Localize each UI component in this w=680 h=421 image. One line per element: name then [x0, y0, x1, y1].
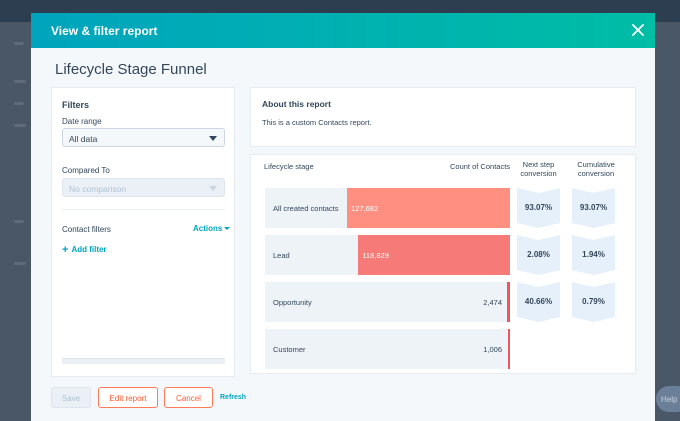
about-panel: About this report This is a custom Conta…: [250, 87, 636, 147]
next-step-conversion-badge: 93.07%: [517, 188, 560, 228]
help-button[interactable]: Help: [656, 386, 680, 412]
funnel-bar-value: 1,006: [483, 345, 502, 354]
add-filter-button[interactable]: + Add filter: [62, 244, 107, 256]
add-filter-label: Add filter: [71, 245, 107, 254]
save-button[interactable]: Save: [51, 387, 91, 408]
next-step-conversion-badge-value: 2.08%: [527, 250, 550, 259]
contact-filters-label: Contact filters: [62, 225, 111, 234]
cancel-button[interactable]: Cancel: [164, 387, 213, 408]
edit-report-button[interactable]: Edit report: [98, 387, 158, 408]
compared-to-label: Compared To: [62, 166, 110, 175]
funnel-chart: Lifecycle stage Count of Contacts Next s…: [250, 154, 636, 374]
chevron-down-icon: [209, 186, 217, 191]
header-cumulative-line1: Cumulative: [577, 160, 615, 169]
background-line: [14, 124, 26, 127]
about-title: About this report: [262, 99, 331, 109]
background-line: [14, 102, 24, 105]
funnel-bar: 127,682: [347, 188, 510, 228]
compared-to-select[interactable]: No comparison: [62, 178, 225, 197]
header-cumulative-line2: conversion: [577, 169, 615, 178]
date-range-label: Date range: [62, 117, 102, 126]
cumulative-conversion-badge-value: 93.07%: [579, 203, 608, 212]
funnel-row[interactable]: Lead 118,829: [265, 235, 510, 275]
about-text: This is a custom Contacts report.: [262, 118, 372, 127]
funnel-bar-value: 118,829: [362, 251, 389, 260]
next-step-conversion-badge: 2.08%: [517, 235, 560, 275]
view-filter-report-modal: View & filter report Lifecycle Stage Fun…: [31, 13, 655, 421]
next-step-conversion-badge-value: 40.66%: [524, 297, 553, 306]
funnel-bar: [506, 282, 510, 322]
background-line: [14, 42, 24, 45]
chevron-shape-icon: [572, 282, 615, 322]
filters-scroll-edge: [62, 358, 225, 364]
header-next-step-conversion: Next step conversion: [517, 160, 560, 178]
funnel-bar: 118,829: [358, 235, 510, 275]
cumulative-conversion-badge: 0.79%: [572, 282, 615, 322]
close-icon[interactable]: [631, 23, 645, 37]
next-step-conversion-badge: 40.66%: [517, 282, 560, 322]
chevron-down-icon: [224, 227, 231, 231]
funnel-row[interactable]: Customer 1,006: [265, 329, 510, 369]
cumulative-conversion-badge: 1.94%: [572, 235, 615, 275]
funnel-row[interactable]: All created contacts 127,682: [265, 188, 510, 228]
background-line: [14, 220, 24, 223]
cumulative-conversion-badge-value: 0.79%: [582, 297, 605, 306]
funnel-bar-value: 2,474: [483, 298, 502, 307]
modal-title: View & filter report: [51, 24, 158, 38]
filters-heading: Filters: [62, 100, 90, 110]
chevron-shape-icon: [517, 235, 560, 275]
chevron-shape-icon: [572, 188, 615, 228]
divider: [62, 209, 225, 210]
cumulative-conversion-badge: 93.07%: [572, 188, 615, 228]
funnel-bar: [508, 329, 510, 369]
plus-icon: +: [62, 244, 69, 256]
chevron-shape-icon: [517, 282, 560, 322]
header-count-of-contacts: Count of Contacts: [450, 162, 511, 171]
next-step-conversion-badge-value: 93.07%: [524, 203, 553, 212]
funnel-stage-label: Customer: [273, 345, 306, 354]
background-line: [14, 80, 26, 83]
modal-header: View & filter report: [31, 13, 655, 48]
funnel-stage-label: All created contacts: [273, 204, 339, 213]
refresh-link[interactable]: Refresh: [220, 394, 247, 401]
chevron-shape-icon: [572, 235, 615, 275]
header-next-step-line2: conversion: [520, 169, 557, 178]
filters-panel: Filters Date range All data Compared To …: [51, 87, 235, 377]
date-range-select[interactable]: All data: [62, 128, 225, 147]
date-range-value: All data: [69, 134, 98, 144]
funnel-stage-label: Lead: [273, 251, 290, 260]
background-line: [14, 262, 26, 265]
header-cumulative-conversion: Cumulative conversion: [571, 160, 621, 178]
chevron-shape-icon: [517, 188, 560, 228]
funnel-row[interactable]: Opportunity 2,474: [265, 282, 510, 322]
report-title: Lifecycle Stage Funnel: [55, 61, 207, 78]
header-lifecycle-stage: Lifecycle stage: [264, 162, 314, 171]
funnel-bar-value: 127,682: [351, 204, 379, 213]
actions-dropdown[interactable]: Actions: [193, 224, 231, 233]
actions-label: Actions: [193, 224, 223, 233]
header-next-step-line1: Next step: [522, 160, 555, 169]
funnel-stage-label: Opportunity: [273, 298, 312, 307]
chevron-down-icon: [209, 136, 217, 141]
cumulative-conversion-badge-value: 1.94%: [582, 250, 605, 259]
compared-to-value: No comparison: [69, 184, 127, 194]
